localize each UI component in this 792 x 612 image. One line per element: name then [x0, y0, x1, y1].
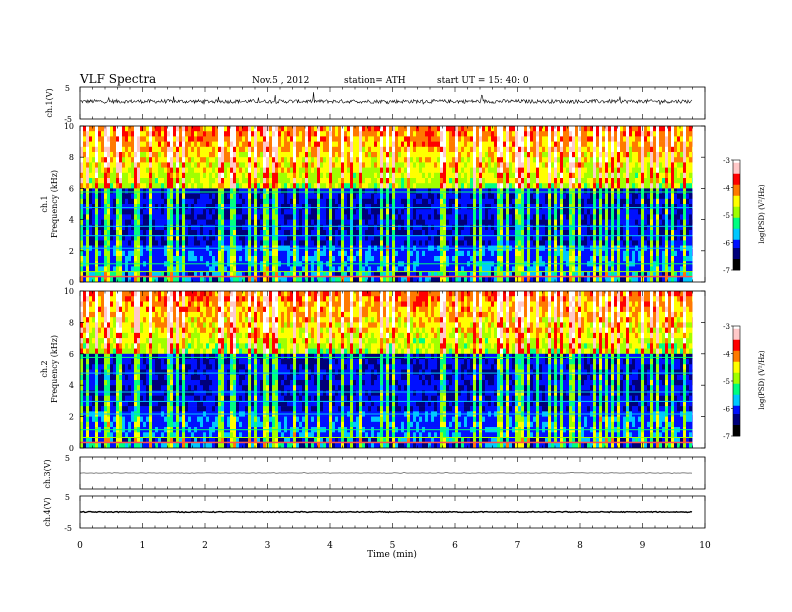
ch1-spec-ytick-label: 10	[64, 122, 74, 131]
ch1-spec-ytick-label: 0	[69, 278, 74, 287]
ch1-spec-ytick-label: 6	[69, 184, 74, 193]
ch1-colorbar-tick: -5	[723, 212, 730, 220]
time-tick-label: 4	[327, 541, 333, 551]
ch1-colorbar: -3 -4 -5 -6 -7	[723, 157, 741, 275]
ch2-colorbar-tick: -6	[723, 406, 730, 414]
time-tick-label: 10	[699, 541, 711, 551]
ch2-colorbar-tick: -3	[723, 323, 730, 331]
figure-title: VLF Spectra	[79, 72, 156, 86]
ch1-spec-ytick-label: 8	[69, 153, 74, 162]
time-axis-tick-labels: 0 1 2 3 4 5 6 7 8 9 10	[77, 541, 711, 551]
time-tick-label: 1	[140, 541, 146, 551]
ch1-volt-ylabel: ch.1(V)	[45, 88, 54, 117]
ch1-spectrogram-image	[80, 126, 705, 282]
ch2-spec-freq-label: Frequency (kHz)	[50, 335, 59, 403]
ch1-colorbar-tick: -7	[723, 267, 730, 275]
ch1-colorbar-label: log(PSD) (V²/Hz)	[758, 184, 766, 243]
ch2-spec-ytick-label: 10	[64, 287, 74, 296]
time-tick-label: 5	[390, 541, 396, 551]
time-axis-ticks	[79, 87, 706, 528]
ch1-spec-ytick-label: 4	[69, 216, 74, 225]
ch2-spec-ytick-label: 4	[69, 381, 74, 390]
ch1-ytick-top: 5	[65, 84, 70, 93]
ch4-volt-ylabel: ch.4(V)	[43, 497, 52, 526]
ch2-spec-ytick-label: 6	[69, 350, 74, 359]
ch1-spec-channel-label: ch.1	[40, 195, 49, 212]
time-tick-label: 2	[202, 541, 208, 551]
ch4-waveform-line	[79, 510, 693, 514]
ch2-colorbar-tick: -5	[723, 378, 730, 386]
ch1-ytick-bottom: -5	[64, 115, 72, 124]
time-tick-label: 9	[640, 541, 646, 551]
station-label: station= ATH	[344, 76, 406, 86]
time-tick-label: 6	[452, 541, 458, 551]
ch2-colorbar-tick: -4	[723, 351, 730, 359]
ch1-colorbar-tick: -6	[723, 240, 730, 248]
ch1-colorbar-tick: -4	[723, 185, 730, 193]
ch2-spec-ytick-label: 2	[69, 413, 74, 422]
ch2-colorbar: -3 -4 -5 -6 -7	[723, 323, 741, 441]
ch3-volt-ylabel: ch.3(V)	[43, 459, 52, 488]
time-tick-label: 0	[77, 541, 83, 551]
ch4-ytick-top: 5	[65, 493, 70, 502]
time-axis-label: Time (min)	[367, 549, 417, 560]
ch2-spec-channel-label: ch.2	[40, 360, 49, 377]
panel-ch3-waveform: 5 ch.3(V)	[43, 454, 706, 490]
time-tick-label: 8	[577, 541, 583, 551]
ch2-spec-ytick-label: 0	[69, 444, 74, 453]
start-time-label: start UT = 15: 40: 0	[437, 76, 529, 86]
time-tick-label: 3	[265, 541, 271, 551]
time-tick-label: 7	[515, 541, 521, 551]
ch2-colorbar-tick: -7	[723, 433, 730, 441]
ch1-waveform-line	[79, 92, 693, 105]
ch1-spec-ytick-label: 2	[69, 247, 74, 256]
ch2-colorbar-label: log(PSD) (V²/Hz)	[758, 350, 766, 409]
ch3-ytick-top: 5	[65, 454, 70, 463]
ch2-spec-ytick-label: 8	[69, 318, 74, 327]
ch1-colorbar-tick: -3	[723, 157, 730, 165]
ch1-spec-freq-label: Frequency (kHz)	[50, 170, 59, 238]
ch3-waveform-line	[79, 472, 693, 474]
date-label: Nov.5 , 2012	[252, 76, 309, 86]
panel-ch1-waveform: 5 -5 ch.1(V)	[45, 84, 706, 124]
ch4-ytick-bottom: -5	[64, 524, 72, 533]
ch2-spectrogram-image	[80, 291, 705, 448]
